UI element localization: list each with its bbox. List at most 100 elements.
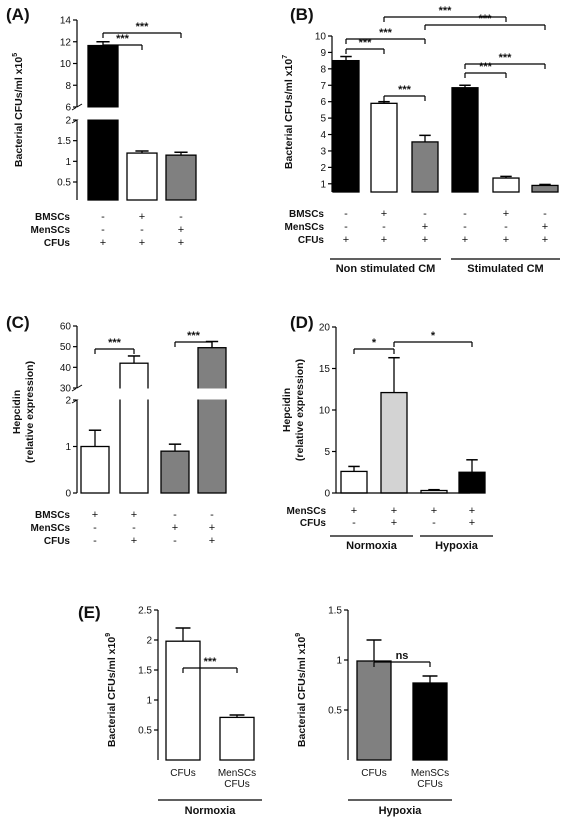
y-tick-label: 2 (65, 396, 71, 407)
factor-mark: + (542, 221, 548, 233)
bar (531, 184, 559, 193)
factor-mark: + (391, 505, 397, 517)
bar (197, 347, 227, 494)
bar (370, 102, 398, 193)
y-tick-label: 1 (336, 656, 342, 667)
factor-label: BMSCs (35, 212, 70, 223)
significance-label: *** (359, 37, 373, 49)
factor-mark: + (131, 509, 137, 521)
y-axis-label: (relative expression) (24, 361, 36, 463)
y-tick-label: 1 (65, 157, 71, 168)
bar (165, 154, 197, 201)
axis-break-gap (76, 388, 235, 400)
factor-mark: + (172, 522, 178, 534)
y-tick-label: 6 (65, 103, 71, 114)
y-tick-label: 1.5 (328, 606, 342, 617)
y-tick-label: 2 (65, 116, 71, 127)
factor-label: MenSCs (285, 222, 325, 233)
factor-mark: + (469, 517, 475, 529)
bar (411, 141, 439, 193)
factor-mark: + (209, 535, 215, 547)
factor-mark: - (179, 211, 183, 223)
factor-mark: - (382, 221, 386, 233)
factor-mark: + (131, 535, 137, 547)
y-tick-label: 15 (319, 364, 331, 375)
y-axis-label: Bacterial CFUs/ml x105 (12, 53, 25, 167)
y-tick-label: 0.5 (138, 726, 152, 737)
y-tick-label: 5 (320, 114, 326, 125)
y-tick-label: 2 (146, 636, 152, 647)
group-label: Non stimulated CM (336, 263, 436, 275)
factor-mark: - (210, 509, 214, 521)
y-tick-label: 8 (320, 64, 326, 75)
factor-mark: - (101, 224, 105, 236)
factor-mark: + (503, 234, 509, 246)
factor-mark: - (463, 208, 467, 220)
factor-mark: + (343, 234, 349, 246)
y-tick-label: 0.5 (328, 706, 342, 717)
category-label: MenSCs (411, 768, 449, 779)
y-tick-label: 1 (65, 442, 71, 453)
factor-mark: - (344, 208, 348, 220)
factor-mark: + (469, 505, 475, 517)
panel-letter: (A) (6, 5, 30, 24)
factor-mark: - (432, 517, 436, 529)
y-tick-label: 5 (324, 447, 330, 458)
significance-label: *** (187, 330, 201, 342)
bar (119, 362, 149, 494)
bar (160, 450, 190, 494)
bar (219, 716, 255, 761)
factor-mark: + (462, 234, 468, 246)
factor-mark: - (132, 522, 136, 534)
factor-mark: + (139, 237, 145, 249)
panel-letter: (B) (290, 5, 314, 24)
factor-mark: + (178, 237, 184, 249)
factor-mark: - (140, 224, 144, 236)
significance-label: * (372, 337, 377, 349)
significance-label: *** (439, 5, 453, 17)
factor-mark: + (381, 208, 387, 220)
y-tick-label: 2 (320, 163, 326, 174)
panel-letter: (C) (6, 313, 30, 332)
factor-label: MenSCs (287, 506, 327, 517)
y-axis-label: Hepcidin (11, 390, 23, 434)
factor-mark: - (352, 517, 356, 529)
factor-mark: + (542, 234, 548, 246)
factor-mark: - (463, 221, 467, 233)
factor-mark: + (100, 237, 106, 249)
y-tick-label: 10 (315, 32, 327, 43)
category-label: CFUs (417, 779, 443, 790)
group-label: Stimulated CM (467, 263, 543, 275)
y-tick-label: 10 (319, 406, 331, 417)
category-label: CFUs (224, 779, 250, 790)
bar (458, 471, 486, 494)
bar (451, 87, 479, 193)
factor-mark: + (503, 208, 509, 220)
y-tick-label: 30 (60, 384, 72, 395)
bar (492, 177, 520, 193)
significance-label: *** (479, 61, 493, 73)
factor-mark: - (173, 509, 177, 521)
y-tick-label: 50 (60, 342, 72, 353)
y-tick-label: 2.5 (138, 606, 152, 617)
bar (340, 470, 368, 494)
significance-label: *** (116, 33, 130, 45)
factor-mark: + (178, 224, 184, 236)
significance-label: *** (398, 84, 412, 96)
group-label: Normoxia (346, 540, 398, 552)
factor-mark: + (209, 522, 215, 534)
bar (126, 152, 158, 201)
significance-label: *** (108, 337, 122, 349)
factor-mark: + (381, 234, 387, 246)
bar (332, 59, 360, 193)
y-axis-label: Bacterial CFUs/ml x109 (295, 633, 308, 747)
y-axis-label: Hepcidin (281, 388, 293, 432)
significance-label: * (431, 330, 436, 342)
category-label: CFUs (361, 768, 387, 779)
y-axis-label: Bacterial CFUs/ml x107 (282, 55, 295, 169)
y-tick-label: 1.5 (57, 136, 71, 147)
y-tick-label: 0 (324, 489, 330, 500)
factor-label: CFUs (298, 235, 325, 246)
significance-label: *** (136, 21, 150, 33)
